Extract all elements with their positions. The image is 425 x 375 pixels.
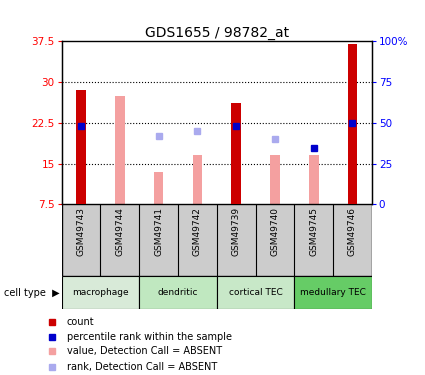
Text: rank, Detection Call = ABSENT: rank, Detection Call = ABSENT [67,362,217,372]
Bar [193,156,202,204]
Text: cortical TEC: cortical TEC [229,288,282,297]
Bar [62,276,139,309]
Bar [115,96,125,204]
Bar [294,276,372,309]
Text: GSM49743: GSM49743 [76,207,85,256]
Text: GSM49741: GSM49741 [154,207,163,256]
Text: GSM49746: GSM49746 [348,207,357,256]
Bar [348,44,357,204]
Bar [231,103,241,204]
Text: GSM49739: GSM49739 [232,207,241,256]
Text: percentile rank within the sample: percentile rank within the sample [67,332,232,342]
Text: GSM49740: GSM49740 [270,207,279,256]
Text: macrophage: macrophage [72,288,129,297]
Text: GSM49745: GSM49745 [309,207,318,256]
Bar [217,276,294,309]
Text: GSM49742: GSM49742 [193,207,202,256]
Text: medullary TEC: medullary TEC [300,288,366,297]
Text: value, Detection Call = ABSENT: value, Detection Call = ABSENT [67,346,222,356]
Bar [309,156,319,204]
Text: count: count [67,317,94,327]
Text: cell type  ▶: cell type ▶ [4,288,60,297]
Title: GDS1655 / 98782_at: GDS1655 / 98782_at [144,26,289,40]
Bar [76,90,86,204]
Text: GSM49744: GSM49744 [115,207,124,256]
Bar [154,172,164,204]
Text: dendritic: dendritic [158,288,198,297]
Bar [139,276,217,309]
Bar [270,156,280,204]
